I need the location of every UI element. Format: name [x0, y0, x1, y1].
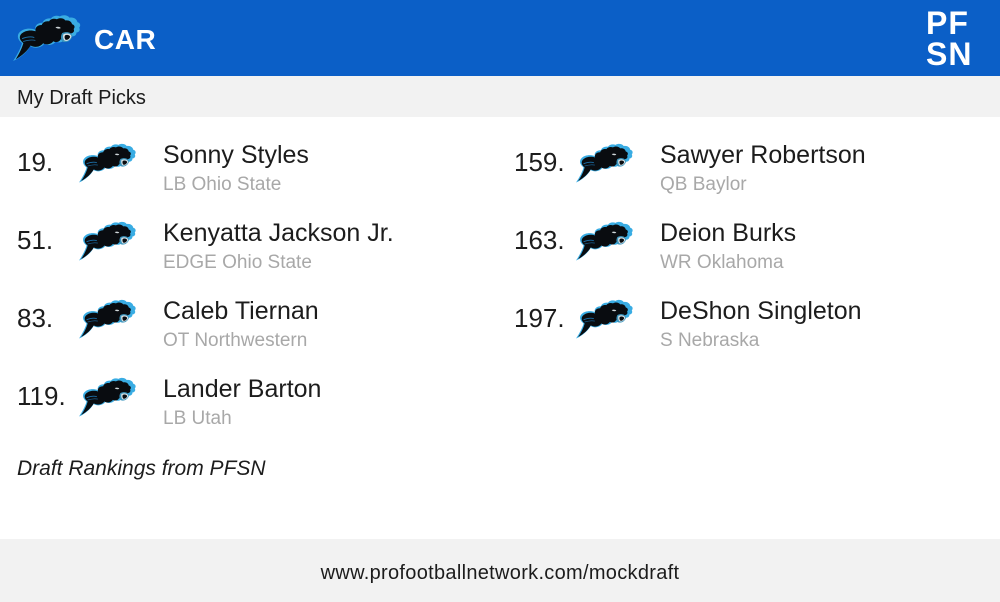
svg-text:SN: SN: [926, 36, 972, 72]
